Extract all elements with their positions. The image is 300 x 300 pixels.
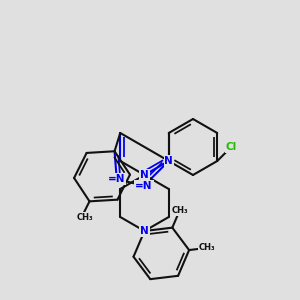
Text: =N: =N (135, 181, 153, 191)
Text: CH₃: CH₃ (199, 243, 215, 252)
Text: CH₃: CH₃ (77, 213, 94, 222)
Text: N: N (140, 170, 149, 180)
Text: =N: =N (108, 174, 125, 184)
Text: CH₃: CH₃ (171, 206, 188, 215)
Text: Cl: Cl (225, 142, 237, 152)
Text: N: N (164, 156, 173, 166)
Text: N: N (140, 226, 149, 236)
